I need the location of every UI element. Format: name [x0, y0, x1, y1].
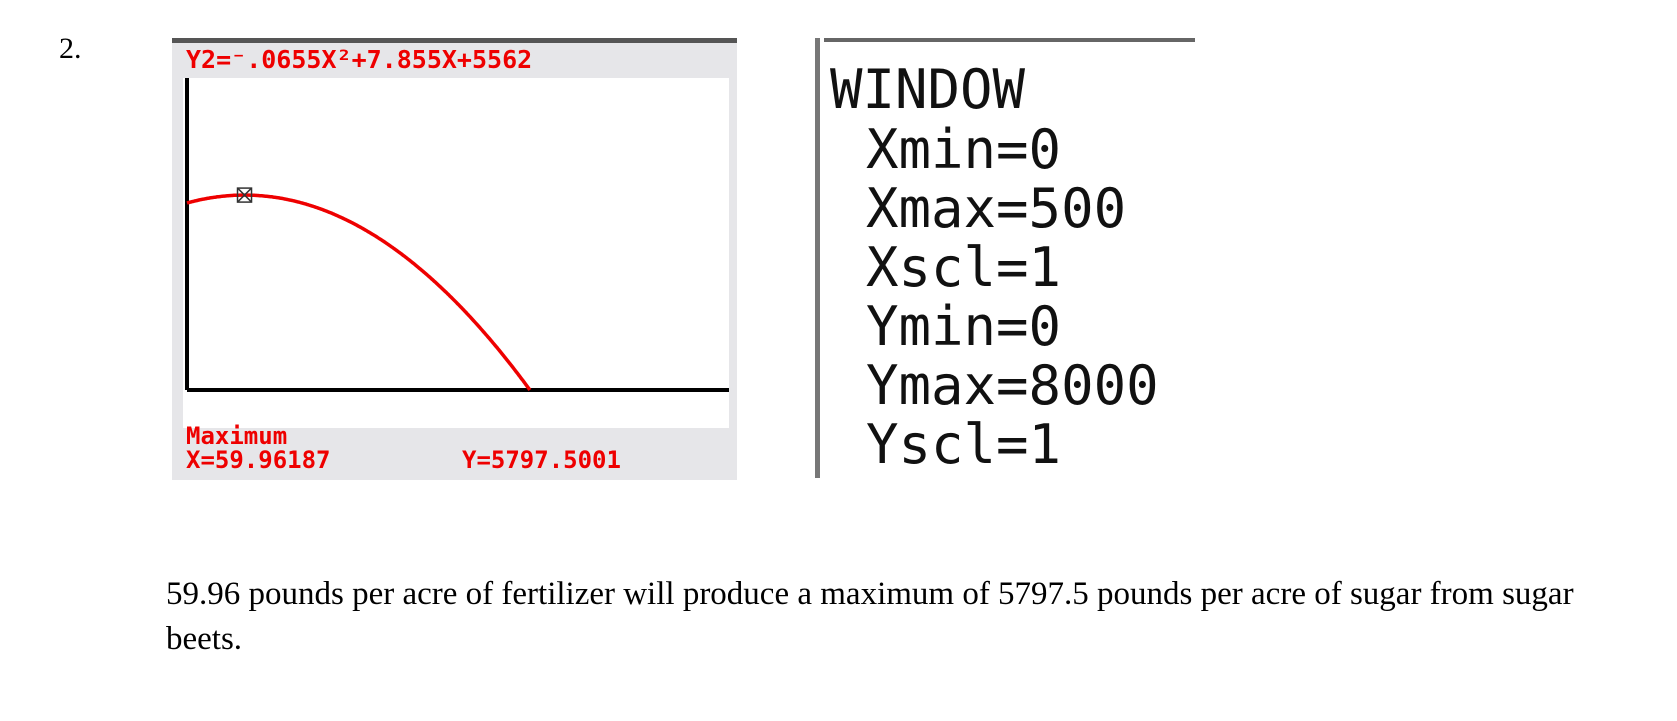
- trace-cursor-icon: [236, 187, 253, 203]
- window-setting-yscl: Yscl=1: [866, 413, 1062, 476]
- cursor-cross-b: [236, 187, 253, 203]
- cursor-box: [236, 187, 253, 203]
- graph-plot-area: [183, 78, 729, 428]
- y-value-readout: Y=5797.5001: [462, 446, 621, 474]
- problem-number: 2.: [59, 32, 82, 65]
- window-setting-ymax: Ymax=8000: [866, 354, 1159, 417]
- equation-label: Y2=⁻.0655X²+7.855X+5562: [186, 45, 533, 74]
- x-value-readout: X=59.96187: [186, 446, 331, 474]
- window-top-border: [824, 38, 1195, 42]
- maximum-label: Maximum: [186, 422, 288, 450]
- graph-svg: [185, 78, 729, 392]
- window-setting-xscl: Xscl=1: [866, 236, 1062, 299]
- window-title: WINDOW: [830, 58, 1026, 121]
- answer-text: 59.96 pounds per acre of fertilizer will…: [166, 576, 1574, 657]
- calculator-graph-screen: Y2=⁻.0655X²+7.855X+5562 Maximum X=59.961…: [172, 38, 737, 480]
- parabola-curve: [186, 193, 532, 391]
- window-setting-xmax: Xmax=500: [866, 177, 1127, 240]
- window-settings-screen: WINDOW Xmin=0 Xmax=500 Xscl=1 Ymin=0 Yma…: [815, 38, 1195, 478]
- window-setting-ymin: Ymin=0: [866, 295, 1062, 358]
- window-settings-list: Xmin=0 Xmax=500 Xscl=1 Ymin=0 Ymax=8000 …: [866, 120, 1159, 474]
- window-setting-xmin: Xmin=0: [866, 118, 1062, 181]
